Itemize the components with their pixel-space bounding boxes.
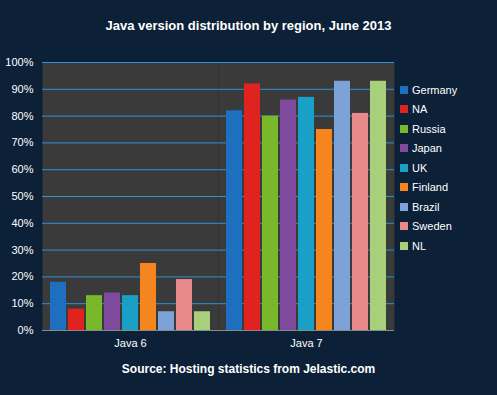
svg-text:30%: 30% bbox=[11, 244, 33, 256]
html-text:Finland: Finland bbox=[412, 181, 449, 194]
svg-text:70%: 70% bbox=[11, 136, 33, 148]
html-text:Source: Hosting statistics fro: Source: Hosting statistics from Jelastic… bbox=[121, 362, 376, 376]
svg-text:Java 6: Java 6 bbox=[114, 337, 146, 349]
html-text:NA: NA bbox=[412, 103, 428, 116]
html-text:NL: NL bbox=[412, 239, 427, 252]
html-text:Russia: Russia bbox=[412, 122, 446, 135]
svg-text:60%: 60% bbox=[11, 163, 33, 175]
svg-text:80%: 80% bbox=[11, 110, 33, 122]
svg-text:Java 7: Java 7 bbox=[290, 337, 322, 349]
html-text:Brazil: Brazil bbox=[412, 200, 440, 213]
svg-text:40%: 40% bbox=[11, 217, 33, 229]
html-text:Japan: Japan bbox=[412, 142, 442, 155]
svg-text:10%: 10% bbox=[11, 297, 33, 309]
svg-text:20%: 20% bbox=[11, 270, 33, 282]
svg-text:90%: 90% bbox=[11, 83, 33, 95]
svg-text:100%: 100% bbox=[5, 56, 33, 68]
svg-text:0%: 0% bbox=[18, 324, 34, 336]
html-text:Java version distribution by r: Java version distribution by region, Jun… bbox=[105, 18, 392, 33]
html-text:Sweden: Sweden bbox=[412, 220, 452, 233]
html-text:UK: UK bbox=[412, 161, 428, 174]
svg-text:50%: 50% bbox=[11, 190, 33, 202]
html-text:Germany: Germany bbox=[412, 83, 458, 96]
